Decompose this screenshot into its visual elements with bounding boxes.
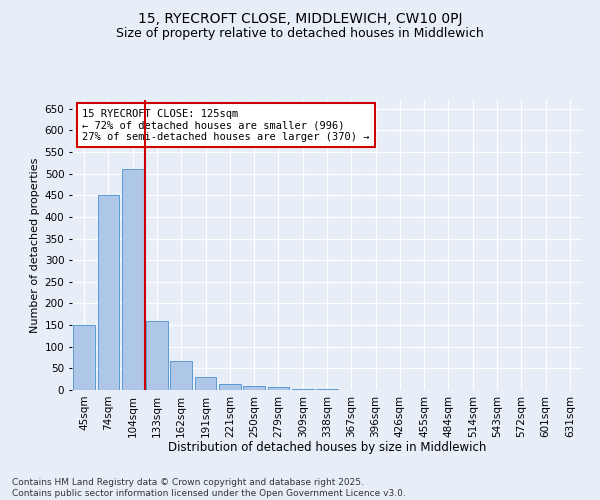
Y-axis label: Number of detached properties: Number of detached properties [31, 158, 40, 332]
Text: 15, RYECROFT CLOSE, MIDDLEWICH, CW10 0PJ: 15, RYECROFT CLOSE, MIDDLEWICH, CW10 0PJ [138, 12, 462, 26]
Bar [316, 389, 338, 390]
Bar [268, 386, 289, 390]
Text: Contains HM Land Registry data © Crown copyright and database right 2025.
Contai: Contains HM Land Registry data © Crown c… [12, 478, 406, 498]
Bar [243, 386, 265, 390]
Bar [219, 384, 241, 390]
Bar [292, 389, 314, 390]
Bar [146, 320, 168, 390]
Bar [73, 325, 95, 390]
Bar [97, 195, 119, 390]
Bar [170, 360, 192, 390]
Bar [194, 377, 217, 390]
Text: 15 RYECROFT CLOSE: 125sqm
← 72% of detached houses are smaller (996)
27% of semi: 15 RYECROFT CLOSE: 125sqm ← 72% of detac… [82, 108, 370, 142]
X-axis label: Distribution of detached houses by size in Middlewich: Distribution of detached houses by size … [168, 441, 486, 454]
Bar [122, 170, 143, 390]
Text: Size of property relative to detached houses in Middlewich: Size of property relative to detached ho… [116, 28, 484, 40]
